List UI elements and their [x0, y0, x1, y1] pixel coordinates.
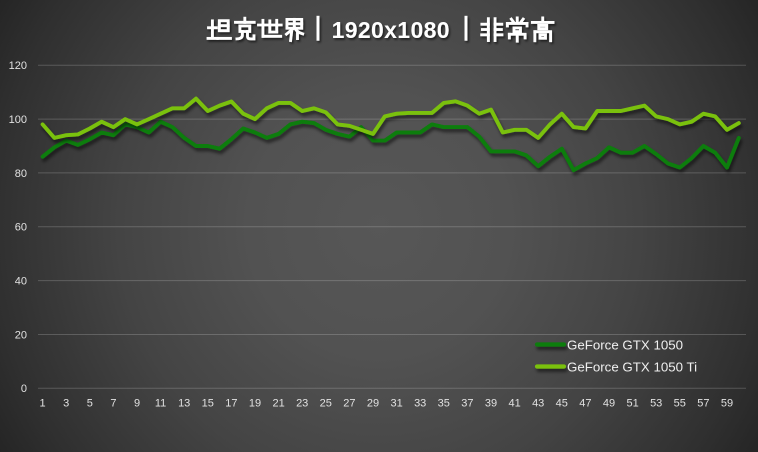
svg-text:80: 80: [15, 168, 27, 180]
svg-text:23: 23: [296, 398, 308, 410]
svg-text:29: 29: [367, 398, 379, 410]
svg-text:40: 40: [15, 276, 27, 288]
svg-text:33: 33: [414, 398, 426, 410]
svg-text:15: 15: [202, 398, 214, 410]
svg-text:53: 53: [650, 398, 662, 410]
svg-text:3: 3: [63, 398, 69, 410]
svg-text:49: 49: [603, 398, 615, 410]
svg-text:17: 17: [225, 398, 237, 410]
svg-text:60: 60: [15, 222, 27, 234]
svg-text:20: 20: [15, 329, 27, 341]
svg-text:39: 39: [485, 398, 497, 410]
svg-text:51: 51: [626, 398, 638, 410]
svg-text:41: 41: [508, 398, 520, 410]
svg-text:37: 37: [461, 398, 473, 410]
svg-text:31: 31: [390, 398, 402, 410]
svg-text:11: 11: [155, 398, 166, 410]
svg-text:45: 45: [556, 398, 568, 410]
svg-text:19: 19: [249, 398, 261, 410]
svg-text:0: 0: [21, 383, 27, 395]
svg-text:13: 13: [178, 398, 190, 410]
svg-text:100: 100: [9, 114, 27, 126]
svg-text:7: 7: [110, 398, 116, 410]
svg-text:GeForce GTX 1050 Ti: GeForce GTX 1050 Ti: [567, 360, 697, 375]
svg-text:5: 5: [87, 398, 93, 410]
svg-text:9: 9: [134, 398, 140, 410]
svg-text:21: 21: [272, 398, 284, 410]
svg-text:59: 59: [721, 398, 733, 410]
svg-text:35: 35: [438, 398, 450, 410]
svg-text:43: 43: [532, 398, 544, 410]
svg-text:120: 120: [9, 60, 27, 72]
svg-text:GeForce GTX 1050: GeForce GTX 1050: [567, 338, 683, 353]
svg-text:55: 55: [674, 398, 686, 410]
svg-text:47: 47: [579, 398, 591, 410]
svg-text:1: 1: [40, 398, 46, 410]
svg-text:57: 57: [697, 398, 709, 410]
svg-text:27: 27: [343, 398, 355, 410]
svg-text:25: 25: [320, 398, 332, 410]
svg-text:1920x1080: 1920x1080: [332, 17, 450, 43]
